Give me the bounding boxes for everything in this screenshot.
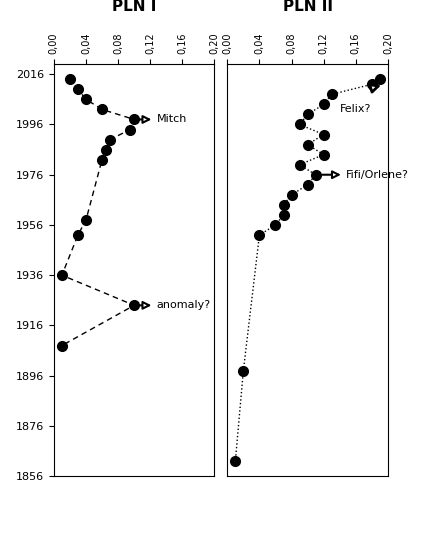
Text: anomaly?: anomaly? [156, 300, 210, 310]
Text: Fifi/Orlene?: Fifi/Orlene? [345, 170, 408, 180]
Title: PLN II: PLN II [282, 0, 332, 14]
Title: PLN I: PLN I [112, 0, 156, 14]
Text: Mitch: Mitch [156, 114, 187, 125]
Text: Felix?: Felix? [339, 104, 370, 114]
